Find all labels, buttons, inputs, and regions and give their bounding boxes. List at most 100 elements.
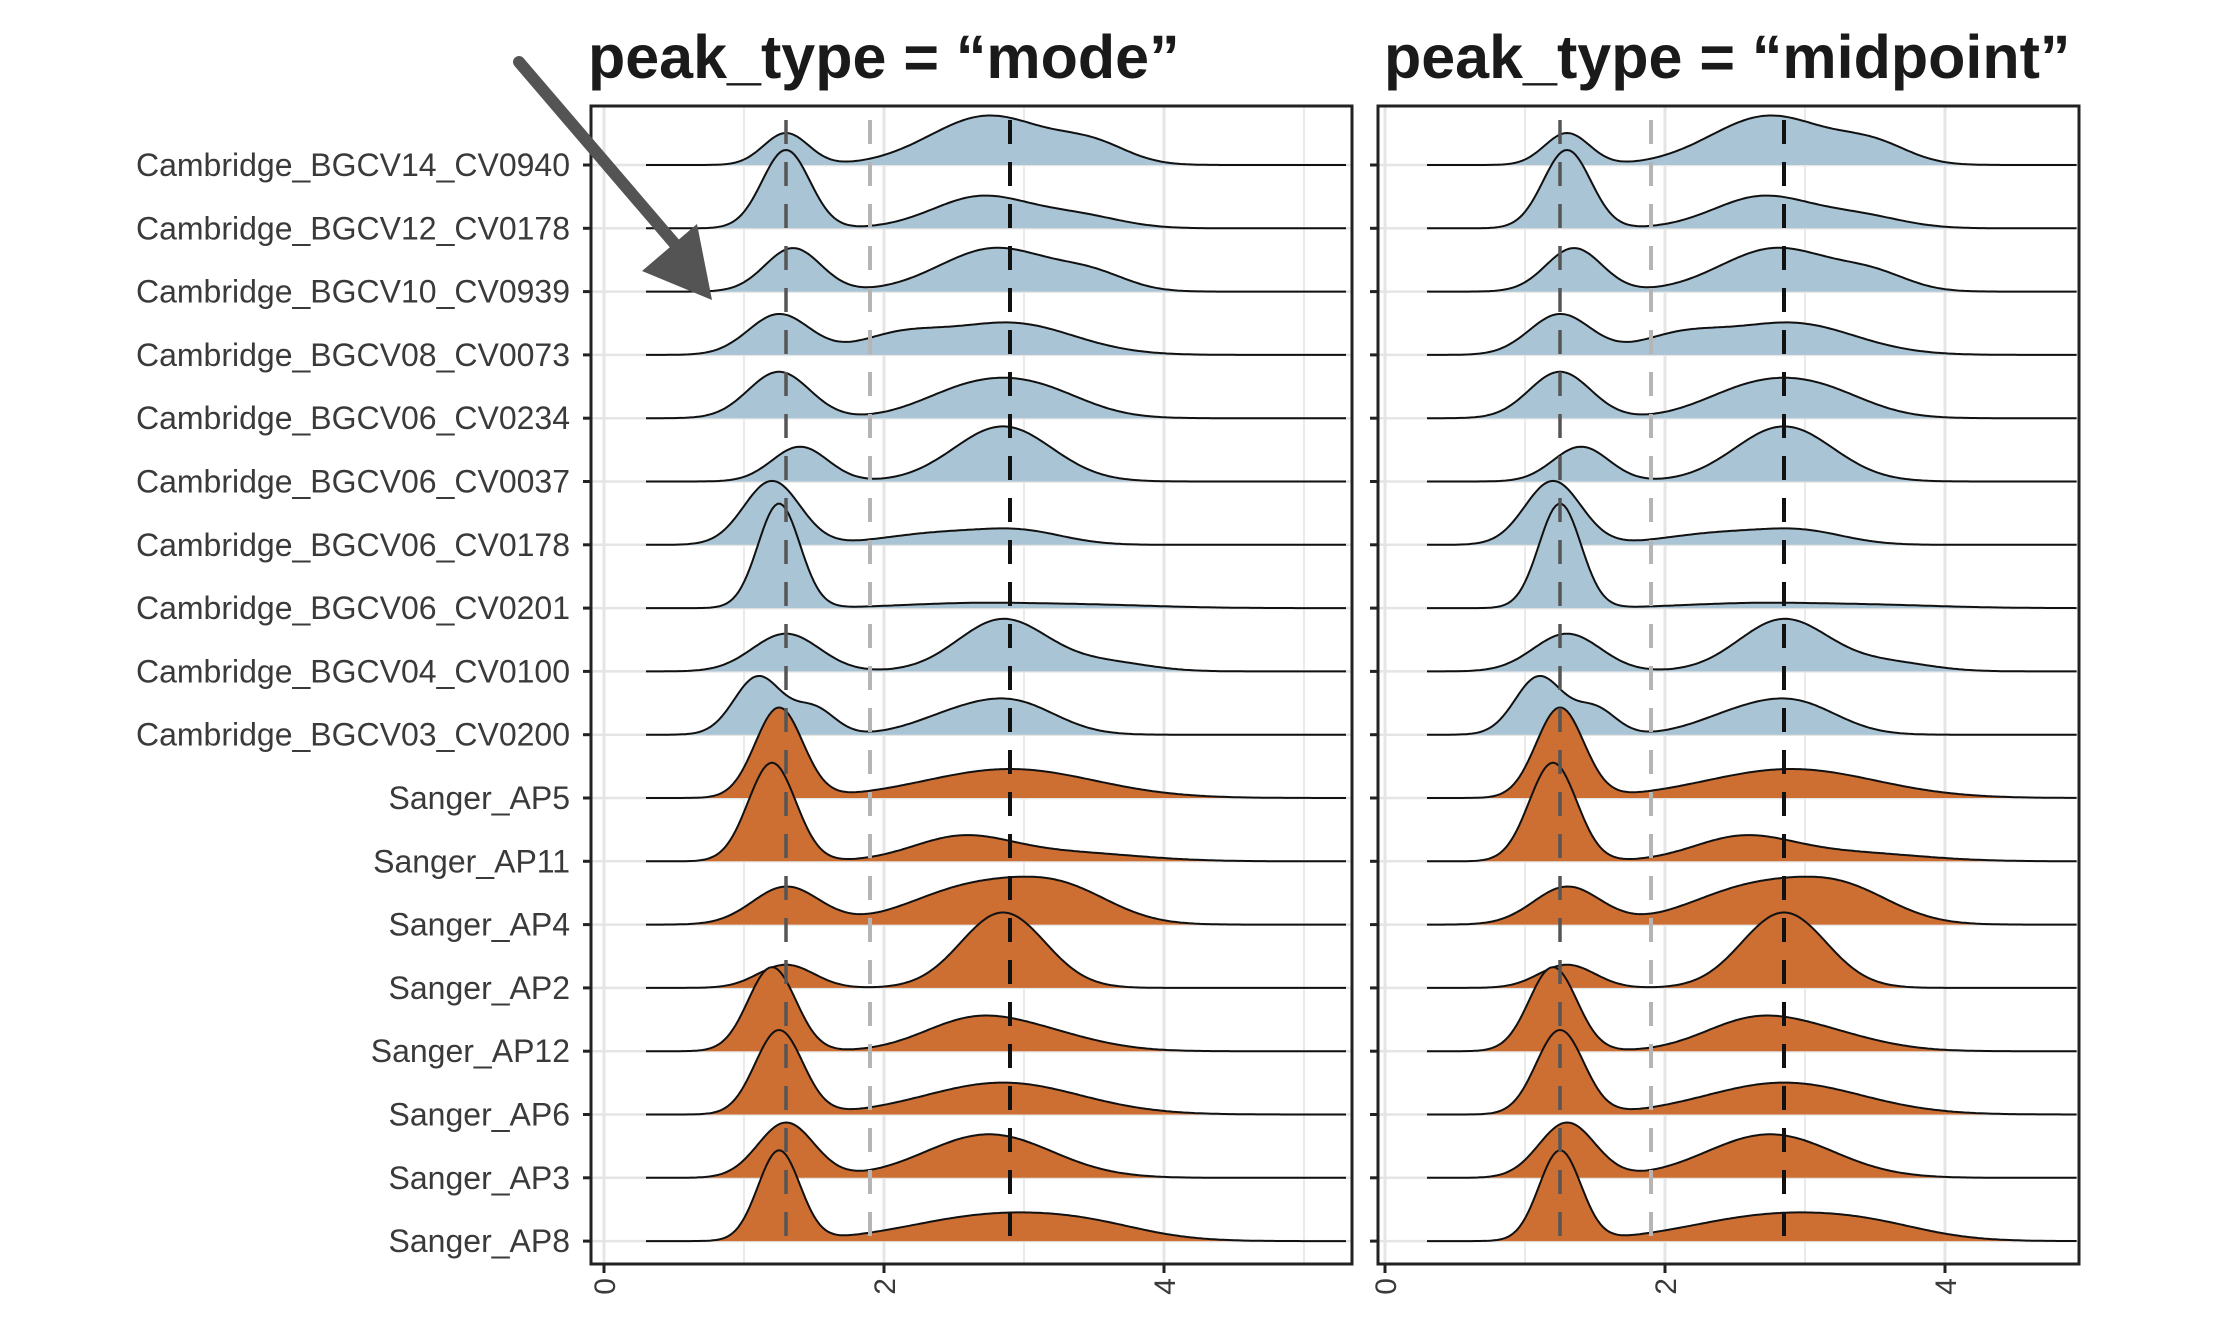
- ridge-outline: [1427, 966, 2077, 1053]
- ridge-fill: [1427, 1122, 2077, 1178]
- panel-mode: peak_type = “mode” 0 2 4: [583, 23, 1354, 1295]
- row-label: Cambridge_BGCV06_CV0201: [136, 590, 570, 626]
- ridge-outline: [646, 148, 1346, 230]
- panel-midpoint: peak_type = “midpoint” 0 2 4: [1370, 23, 2081, 1295]
- ridge-fill: [1427, 912, 2077, 988]
- ridge-outline: [646, 425, 1346, 483]
- ridge-fill: [646, 314, 1346, 355]
- row-label: Cambridge_BGCV08_CV0073: [136, 337, 570, 373]
- ridge-fill: [646, 150, 1346, 229]
- ridge-fill: [1427, 707, 2077, 798]
- ridge-outline: [646, 675, 1346, 736]
- row-label: Cambridge_BGCV14_CV0940: [136, 147, 570, 183]
- ridge-outline: [1427, 1029, 2077, 1116]
- ridge-outline: [646, 966, 1346, 1053]
- ridge-fill: [646, 247, 1346, 292]
- ridge-outline: [646, 761, 1346, 863]
- ridge-outline: [646, 370, 1346, 420]
- ridge-fill: [646, 426, 1346, 482]
- ridge-fill: [1427, 1150, 2077, 1242]
- panel-frame: [589, 104, 1354, 1266]
- x-tick-label: 0: [589, 1278, 622, 1295]
- row-label: Sanger_AP8: [389, 1223, 570, 1259]
- x-tick-label: 0: [1370, 1278, 1403, 1295]
- ridge-outline: [646, 114, 1346, 166]
- ridge-fill: [1427, 618, 2077, 672]
- x-tick-label: 4: [1149, 1278, 1182, 1295]
- ridge-outline: [646, 617, 1346, 673]
- row-label: Sanger_AP12: [371, 1033, 570, 1069]
- panel-title-midpoint: peak_type = “midpoint”: [1384, 23, 2070, 91]
- ridge-outline: [646, 706, 1346, 799]
- ridge-fill: [1427, 1030, 2077, 1115]
- x-tick-label: 2: [1650, 1278, 1683, 1295]
- row-label: Sanger_AP6: [389, 1097, 570, 1133]
- ridge-fill: [646, 1030, 1346, 1115]
- ridge-outline: [1427, 425, 2077, 483]
- ridge-outline: [1427, 706, 2077, 799]
- ridge-outline: [646, 1029, 1346, 1116]
- ridge-outline: [646, 911, 1346, 989]
- row-label: Cambridge_BGCV06_CV0178: [136, 527, 570, 563]
- ridge-outline: [1427, 313, 2077, 356]
- ridge-fill: [1427, 150, 2077, 229]
- panel-frame: [1376, 104, 2081, 1266]
- ridge-outline: [1427, 617, 2077, 673]
- ridge-outline: [646, 479, 1346, 546]
- row-label: Cambridge_BGCV04_CV0100: [136, 653, 570, 689]
- ridge-fill: [1427, 503, 2077, 609]
- ridge-fill: [1427, 676, 2077, 735]
- ridge-fill: [1427, 480, 2077, 545]
- arrow-shaft: [513, 56, 686, 256]
- ridge-fill: [646, 1150, 1346, 1242]
- ridge-fill: [1427, 967, 2077, 1052]
- ridge-outline: [1427, 1121, 2077, 1179]
- ridge-fill: [646, 371, 1346, 419]
- row-label: Sanger_AP2: [389, 970, 570, 1006]
- panel-title-mode: peak_type = “mode”: [588, 23, 1180, 91]
- ridge-outline: [646, 502, 1346, 610]
- row-labels: Cambridge_BGCV14_CV0940 Cambridge_BGCV12_…: [136, 147, 570, 1259]
- row-label: Cambridge_BGCV06_CV0037: [136, 464, 570, 500]
- ridge-outline: [646, 875, 1346, 926]
- ridge-outline: [1427, 761, 2077, 863]
- row-label: Cambridge_BGCV10_CV0939: [136, 274, 570, 310]
- ridge-fill: [1427, 247, 2077, 292]
- ridge-outline: [646, 313, 1346, 356]
- ridge-fill: [1427, 371, 2077, 419]
- ridge-outline: [1427, 1149, 2077, 1243]
- row-label: Sanger_AP3: [389, 1160, 570, 1196]
- ridge-outline: [1427, 148, 2077, 230]
- row-label: Sanger_AP5: [389, 780, 570, 816]
- ridge-outline: [1427, 911, 2077, 989]
- ridge-outline: [1427, 370, 2077, 420]
- ridge-fill: [646, 618, 1346, 672]
- row-label: Cambridge_BGCV12_CV0178: [136, 210, 570, 246]
- row-label: Sanger_AP11: [373, 843, 570, 879]
- ridge-fill: [646, 676, 1346, 735]
- ridge-fill: [646, 115, 1346, 165]
- row-label: Cambridge_BGCV06_CV0234: [136, 400, 570, 436]
- row-label: Cambridge_BGCV03_CV0200: [136, 717, 570, 753]
- x-tick-label: 4: [1930, 1278, 1963, 1295]
- ridge-fill: [1427, 115, 2077, 165]
- arrow-head: [642, 224, 712, 300]
- ridge-outline: [1427, 114, 2077, 166]
- ridge-fill: [646, 912, 1346, 988]
- x-tick-label: 2: [869, 1278, 902, 1295]
- ridge-outline: [646, 246, 1346, 293]
- ridge-outline: [646, 1121, 1346, 1179]
- ridge-fill: [1427, 426, 2077, 482]
- ridge-outline: [1427, 246, 2077, 293]
- ridge-fill: [1427, 762, 2077, 862]
- ridge-outline: [1427, 875, 2077, 926]
- ridge-outline: [1427, 675, 2077, 736]
- ridge-fill: [646, 876, 1346, 925]
- ridge-outline: [646, 1149, 1346, 1243]
- ridge-outline: [1427, 479, 2077, 546]
- ridge-fill: [1427, 314, 2077, 355]
- ridge-outline: [1427, 502, 2077, 610]
- ridge-fill: [646, 1122, 1346, 1178]
- arrow-annotation: [513, 56, 712, 300]
